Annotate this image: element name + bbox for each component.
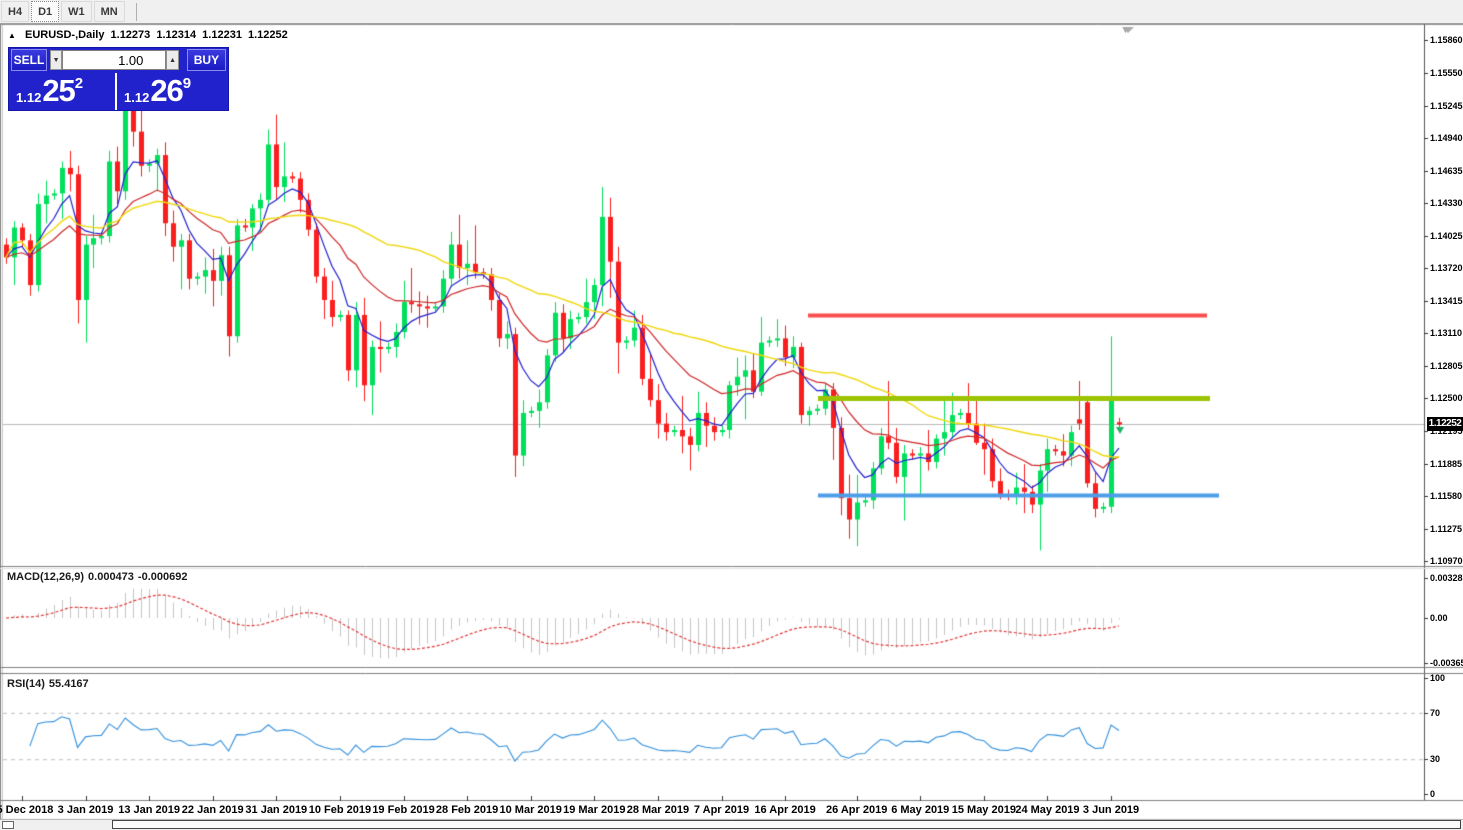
- scrollbar-thumb[interactable]: [112, 820, 1461, 829]
- price-axis-tick-label: 1.15860: [1430, 35, 1463, 45]
- timeframe-button-d1[interactable]: D1: [31, 1, 60, 22]
- price-axis-tick-label: 1.11580: [1430, 491, 1463, 502]
- date-axis-tick-label: 6 May 2019: [891, 804, 950, 816]
- date-axis-tick-label: 28 Mar 2019: [626, 804, 690, 816]
- date-axis-tick-label: 13 Jan 2019: [118, 804, 180, 816]
- buy-price-prefix: 1.12: [124, 90, 150, 105]
- price-axis-tick-label: 1.14635: [1430, 165, 1463, 176]
- date-axis-tick-label: 25 Dec 2018: [0, 804, 54, 816]
- current-price-badge: 1.12252: [1427, 417, 1463, 431]
- price-axis-tick-label: 1.14330: [1430, 198, 1463, 209]
- timeframe-button-w1[interactable]: W1: [61, 1, 92, 22]
- macd-indicator-label: MACD(12,26,9) 0.000473 -0.000692: [7, 571, 191, 583]
- date-axis-tick-label: 19 Feb 2019: [372, 804, 435, 816]
- one-click-trading-panel: SELL ▼ ▲ BUY 1.12 25 2 1.12 26 9: [8, 47, 229, 111]
- sell-price-prefix: 1.12: [16, 90, 42, 105]
- close-value: 1.12252: [248, 29, 288, 41]
- horizontal-scrollbar[interactable]: [0, 820, 1463, 830]
- price-axis-tick-label: 1.14940: [1430, 133, 1463, 144]
- price-axis-tick-label: 1.12805: [1430, 360, 1463, 371]
- date-axis-tick-label: 31 Jan 2019: [245, 804, 308, 816]
- price-axis-tick-label: 1.15245: [1430, 100, 1463, 111]
- macd-axis-tick-label: 0.00: [1430, 613, 1448, 623]
- collapse-chart-icon[interactable]: ▲: [8, 31, 16, 40]
- timeframe-button-mn[interactable]: MN: [93, 1, 125, 22]
- volume-increase-button[interactable]: ▲: [166, 50, 179, 70]
- date-axis-tick-label: 22 Jan 2019: [181, 804, 244, 816]
- date-axis-tick-label: 19 Mar 2019: [563, 804, 626, 816]
- rsi-axis-tick-label: 100: [1430, 673, 1446, 683]
- price-axis-tick-label: 1.11885: [1430, 458, 1463, 469]
- price-axis-tick-label: 1.13720: [1430, 263, 1463, 274]
- buy-price-big: 26: [150, 73, 183, 108]
- macd-name: MACD(12,26,9): [7, 571, 85, 583]
- price-axis-tick-label: 1.13415: [1430, 295, 1463, 306]
- rsi-axis-tick-label: 30: [1430, 754, 1441, 765]
- sell-price-pip: 2: [74, 75, 84, 92]
- rsi-value: 55.4167: [48, 678, 89, 690]
- chart-title-bar: ▲ EURUSD-,Daily 1.12273 1.12314 1.12231 …: [8, 29, 291, 41]
- sell-button[interactable]: SELL: [11, 49, 47, 71]
- volume-decrease-button[interactable]: ▼: [49, 50, 63, 70]
- date-axis-tick-label: 24 May 2019: [1015, 804, 1080, 816]
- open-value: 1.12273: [110, 29, 151, 41]
- price-axis-tick-label: 1.11275: [1430, 523, 1463, 534]
- price-axis-tick-label: 1.15550: [1430, 68, 1463, 79]
- date-axis-tick-label: 10 Mar 2019: [499, 804, 562, 816]
- sell-price-big: 25: [42, 73, 75, 108]
- volume-input[interactable]: [62, 50, 167, 70]
- date-axis-tick-label: 28 Feb 2019: [435, 804, 499, 816]
- price-axis-tick-label: 1.13110: [1430, 328, 1463, 339]
- high-value: 1.12314: [156, 29, 197, 41]
- buy-price-pip: 9: [182, 75, 192, 92]
- date-axis-tick-label: 15 May 2019: [951, 804, 1016, 816]
- low-value: 1.12231: [202, 29, 242, 41]
- chart-shift-icon[interactable]: ▼: [1121, 25, 1130, 35]
- macd-signal-value: -0.000692: [137, 571, 188, 583]
- rsi-name: RSI(14): [7, 678, 45, 690]
- timeframe-button-h4[interactable]: H4: [1, 1, 30, 22]
- rsi-axis-tick-label: 70: [1430, 707, 1441, 718]
- buy-price-display[interactable]: 1.12 26 9: [117, 73, 228, 110]
- date-axis-tick-label: 7 Apr 2019: [693, 804, 750, 816]
- sell-price-display[interactable]: 1.12 25 2: [9, 73, 117, 110]
- date-axis-tick-label: 10 Feb 2019: [308, 804, 372, 816]
- date-axis-tick-label: 3 Jun 2019: [1082, 804, 1140, 816]
- buy-button[interactable]: BUY: [186, 49, 226, 71]
- macd-axis-tick-label: 0.003287: [1430, 573, 1463, 583]
- price-axis-tick-label: 1.10970: [1430, 556, 1463, 567]
- toolbar-separator: [135, 2, 137, 21]
- symbol-period-label: EURUSD-,Daily: [24, 29, 105, 41]
- macd-axis-tick-label: -0.003659: [1430, 657, 1463, 668]
- rsi-axis-tick-label: 0: [1430, 789, 1436, 799]
- date-axis-tick-label: 16 Apr 2019: [754, 804, 816, 816]
- timeframe-toolbar: H4 D1 W1 MN: [0, 0, 1463, 24]
- date-axis-tick-label: 3 Jan 2019: [57, 804, 114, 816]
- date-axis-tick-label: 26 Apr 2019: [825, 804, 888, 816]
- scrollbar-left-button[interactable]: [2, 821, 14, 829]
- rsi-indicator-label: RSI(14) 55.4167: [7, 678, 93, 690]
- price-axis-tick-label: 1.14025: [1430, 230, 1463, 241]
- price-axis-tick-label: 1.12500: [1430, 393, 1463, 404]
- macd-value: 0.000473: [88, 571, 134, 583]
